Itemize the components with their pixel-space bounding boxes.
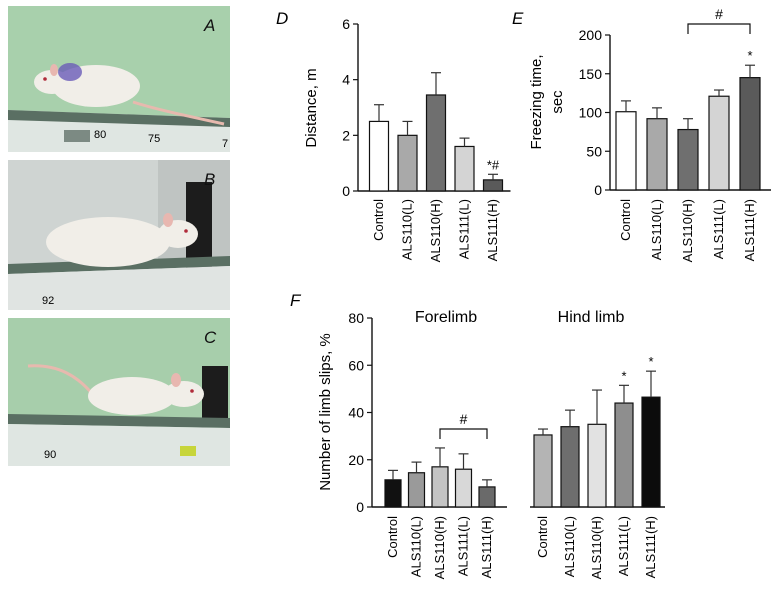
y-tick-label: 200 <box>579 27 603 43</box>
y-tick-label: 60 <box>348 357 364 373</box>
x-tick-label: ALS110(H) <box>428 199 443 262</box>
bar <box>478 486 496 508</box>
x-tick-label: Control <box>385 516 400 558</box>
significance-mark: *# <box>487 157 500 172</box>
bracket-label: # <box>715 6 723 22</box>
y-tick-label: 6 <box>342 16 350 32</box>
bar <box>641 396 661 508</box>
y-tick-label: 4 <box>342 72 350 88</box>
x-tick-label: ALS110(H) <box>680 199 695 262</box>
x-tick-label: ALS111(L) <box>457 199 472 259</box>
y-tick-label: 2 <box>342 127 350 143</box>
x-tick-label: ALS110(L) <box>400 199 415 260</box>
y-tick-label: 50 <box>586 143 602 159</box>
x-tick-label: ALS110(L) <box>562 516 577 577</box>
bracket-label: # <box>460 411 468 427</box>
beam <box>8 414 230 428</box>
chart-distance: 0 2 4 6 Control ALS110(L) ALS110(H) ALS111(L) *#… <box>303 16 511 262</box>
chart-limb-slips: 0 20 40 60 80 Control ALS110(L) ALS110(H) ALS111… <box>317 309 665 579</box>
x-tick-label: ALS111(L) <box>711 199 726 259</box>
rat-body <box>88 377 176 415</box>
significance-bracket <box>439 428 488 439</box>
dark-box <box>202 366 228 422</box>
panel-label-b: B <box>204 170 216 189</box>
bar <box>708 95 730 191</box>
x-tick-label: ALS111(H) <box>479 516 494 578</box>
group-label-hindlimb: Hind limb <box>558 309 625 326</box>
photo-rat-b: 92 B <box>8 160 230 310</box>
panel-label-d: D <box>276 9 288 28</box>
y-tick-label: 150 <box>579 66 603 82</box>
rat-tail <box>27 364 96 397</box>
panel-label-a: A <box>204 16 216 35</box>
photo-rat-a: 80 75 7 A <box>8 6 230 152</box>
panel-label-c: C <box>204 328 217 347</box>
bar <box>368 120 390 192</box>
bar <box>425 94 447 192</box>
x-tick-label: Control <box>535 516 550 558</box>
group-label-forelimb: Forelimb <box>415 309 477 326</box>
bar <box>454 468 473 508</box>
panel-label-e: E <box>512 9 524 28</box>
bar <box>533 434 553 508</box>
bar <box>677 128 699 191</box>
y-axis-label: Distance, m <box>303 68 320 147</box>
rat-tail <box>132 100 225 126</box>
y-tick-label: 20 <box>348 452 364 468</box>
significance-mark: * <box>747 48 752 63</box>
y-tick-label: 100 <box>579 105 603 121</box>
significance-bracket <box>687 23 751 34</box>
significance-mark: * <box>621 368 626 383</box>
x-tick-label: ALS111(H) <box>742 199 757 261</box>
x-tick-label: ALS111(H) <box>485 199 500 261</box>
bar <box>646 118 668 191</box>
x-tick-label: ALS110(L) <box>409 516 424 577</box>
beam-mark-80: 80 <box>94 129 106 141</box>
beam-mark-7: 7 <box>222 138 228 150</box>
bar <box>431 466 449 508</box>
rat-body <box>46 217 170 267</box>
y-tick-label: 0 <box>594 182 602 198</box>
y-tick-label: 80 <box>348 310 364 326</box>
beam-mark-92: 92 <box>42 295 54 307</box>
bar <box>397 134 418 192</box>
bar <box>614 402 634 508</box>
chart-freezing-time: 0 50 100 150 200 Control ALS110(L) ALS110(H) ALS… <box>528 6 771 262</box>
rat-dye-mark <box>58 63 82 81</box>
significance-mark: * <box>648 354 653 369</box>
x-tick-label: ALS111(L) <box>456 516 471 576</box>
x-tick-label: ALS110(H) <box>432 516 447 579</box>
panel-label-f: F <box>290 291 302 310</box>
bar <box>587 423 607 508</box>
x-tick-label: ALS111(L) <box>616 516 631 576</box>
bar <box>560 426 580 508</box>
beam-mark-75: 75 <box>148 133 160 145</box>
x-tick-label: ALS111(H) <box>643 516 658 578</box>
bar <box>482 179 504 192</box>
beam <box>8 110 230 127</box>
y-axis-label: Number of limb slips, % <box>317 333 334 491</box>
x-tick-label: Control <box>618 199 633 241</box>
y-axis-label-line2: sec <box>549 90 566 114</box>
photo-rat-c: 90 C <box>8 318 230 466</box>
x-tick-label: ALS110(H) <box>589 516 604 579</box>
y-tick-label: 0 <box>356 499 364 515</box>
y-tick-label: 0 <box>342 183 350 199</box>
x-tick-label: ALS110(L) <box>649 199 664 260</box>
x-tick-label: Control <box>371 199 386 241</box>
bar <box>454 145 475 192</box>
beam-mark-90: 90 <box>44 449 56 461</box>
bar <box>615 111 637 191</box>
y-tick-label: 40 <box>348 405 364 421</box>
bar <box>739 77 761 191</box>
bar <box>407 472 426 508</box>
rat-head <box>164 381 204 407</box>
y-axis-label-line1: Freezing time, <box>528 54 545 149</box>
bar <box>384 479 402 508</box>
